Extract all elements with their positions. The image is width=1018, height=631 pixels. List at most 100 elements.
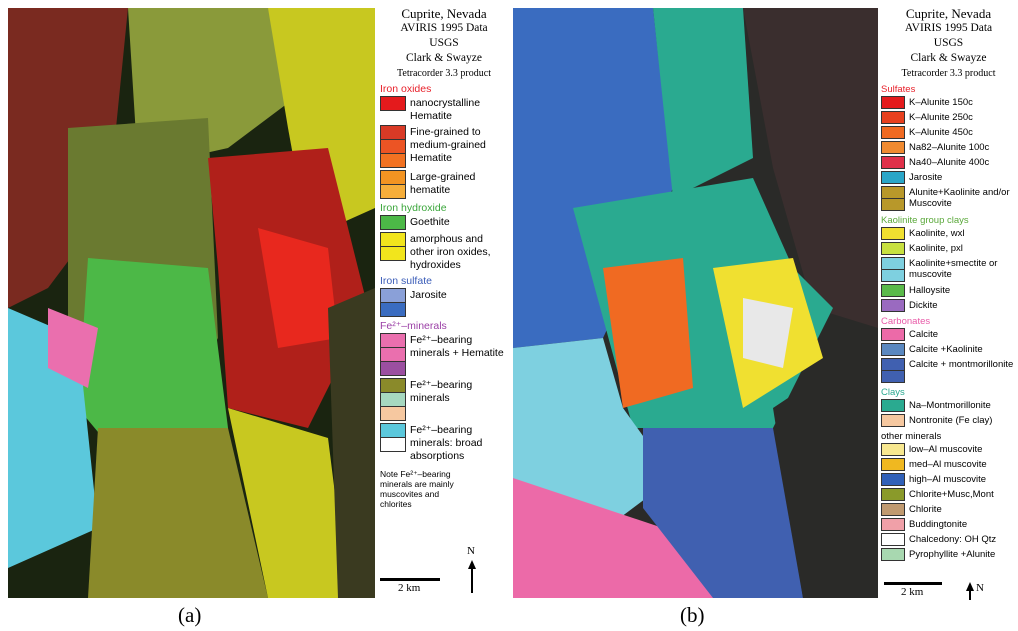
swatch (380, 232, 406, 247)
swatch-stack (881, 228, 905, 240)
legend-label: Alunite+Kaolinite and/or Muscovite (909, 187, 1016, 209)
swatch (380, 302, 406, 317)
legend-label: amorphous and other iron oxides, hydroxi… (410, 233, 508, 272)
legend-label: Jarosite (909, 172, 942, 183)
legend-label: Large-grained hematite (410, 171, 508, 197)
legend-item: Jarosite (881, 172, 1016, 184)
swatch (881, 242, 905, 255)
swatch-stack (881, 243, 905, 255)
legend-group-title: Iron oxides (380, 83, 508, 96)
legend-item: Chlorite+Musc,Mont (881, 489, 1016, 501)
legend-label: K–Alunite 250c (909, 112, 973, 123)
legend-item: Buddingtonite (881, 519, 1016, 531)
swatch (881, 96, 905, 109)
swatch-stack (881, 127, 905, 139)
swatch (380, 125, 406, 140)
north-label: N (467, 545, 475, 557)
legend-item: Jarosite (380, 289, 508, 317)
legend-label: Calcite (909, 329, 938, 340)
legend-item: low–Al muscovite (881, 444, 1016, 456)
swatch (881, 548, 905, 561)
swatch (380, 215, 406, 230)
legend-item: Large-grained hematite (380, 171, 508, 199)
legend-item: med–Al muscovite (881, 459, 1016, 471)
swatch-stack (881, 344, 905, 356)
legend-item: Chlorite (881, 504, 1016, 516)
swatch-stack (881, 112, 905, 124)
swatch (881, 299, 905, 312)
scale-label: 2 km (398, 582, 420, 594)
map-b (513, 8, 878, 598)
panel-caption: (b) (680, 603, 705, 628)
legend-header: Tetracorder 3.3 product (881, 66, 1016, 81)
legend-header: Clark & Swayze (881, 51, 1016, 66)
legend-label: med–Al muscovite (909, 459, 987, 470)
legend-label: Chlorite (909, 504, 942, 515)
swatch (881, 414, 905, 427)
legend-group-title: Iron sulfate (380, 275, 508, 288)
swatch-stack (881, 415, 905, 427)
legend-label: Buddingtonite (909, 519, 967, 530)
map-a (8, 8, 375, 598)
legend-item: Alunite+Kaolinite and/or Muscovite (881, 187, 1016, 211)
swatch (881, 343, 905, 356)
legend-label: Dickite (909, 300, 938, 311)
legend-item: Fe²⁺–bearing minerals + Hematite (380, 334, 508, 376)
swatch (881, 156, 905, 169)
legend-label: Jarosite (410, 289, 447, 302)
swatch-stack (881, 459, 905, 471)
legend-note: Note Fe²⁺–bearing minerals are mainly mu… (380, 469, 465, 509)
swatch-stack (380, 379, 406, 421)
north-arrow-shaft (471, 568, 473, 593)
swatch (881, 503, 905, 516)
swatch (881, 533, 905, 546)
swatch (380, 361, 406, 376)
scale-bar (884, 582, 942, 585)
legend-item: Na82–Alunite 100c (881, 142, 1016, 154)
legend-item: Kaolinite+smectite or muscovite (881, 258, 1016, 282)
swatch-stack (380, 334, 406, 376)
legend-item: K–Alunite 450c (881, 127, 1016, 139)
swatch (881, 126, 905, 139)
figure: Cuprite, NevadaAVIRIS 1995 DataUSGSClark… (0, 0, 1018, 631)
legend-item: Chalcedony: OH Qtz (881, 534, 1016, 546)
legend-group-title: other minerals (881, 430, 1016, 443)
swatch-stack (881, 504, 905, 516)
legend-item: Nontronite (Fe clay) (881, 415, 1016, 427)
legend-label: Goethite (410, 216, 450, 229)
legend-label: Pyrophyllite +Alunite (909, 549, 995, 560)
swatch-stack (881, 359, 905, 383)
legend-header: Cuprite, Nevada (380, 6, 508, 21)
swatch (380, 246, 406, 261)
legend-group-title: Iron hydroxide (380, 202, 508, 215)
swatch-stack (881, 285, 905, 297)
north-label: N (976, 582, 984, 594)
swatch-stack (881, 474, 905, 486)
swatch-stack (881, 400, 905, 412)
legend-header: Clark & Swayze (380, 51, 508, 66)
scale-bar (380, 578, 440, 581)
swatch (881, 399, 905, 412)
legend-label: Calcite + montmorillonite (909, 359, 1013, 370)
swatch-stack (380, 424, 406, 452)
legend-label: Kaolinite, pxl (909, 243, 963, 254)
legend-item: Halloysite (881, 285, 1016, 297)
legend-item: Fine-grained to medium-grained Hematite (380, 126, 508, 168)
legend-label: Fe²⁺–bearing minerals: broad absorptions (410, 424, 508, 463)
swatch (380, 406, 406, 421)
legend-label: Nontronite (Fe clay) (909, 415, 992, 426)
swatch-stack (881, 142, 905, 154)
legend-group-title: Sulfates (881, 83, 1016, 96)
legend-label: Fe²⁺–bearing minerals (410, 379, 508, 405)
swatch (881, 141, 905, 154)
swatch (881, 198, 905, 211)
swatch-stack (380, 97, 406, 111)
legend-label: K–Alunite 150c (909, 97, 973, 108)
legend-item: Calcite +Kaolinite (881, 344, 1016, 356)
legend-header: AVIRIS 1995 Data (380, 21, 508, 36)
swatch (881, 443, 905, 456)
swatch (380, 184, 406, 199)
legend-label: Kaolinite, wxl (909, 228, 964, 239)
